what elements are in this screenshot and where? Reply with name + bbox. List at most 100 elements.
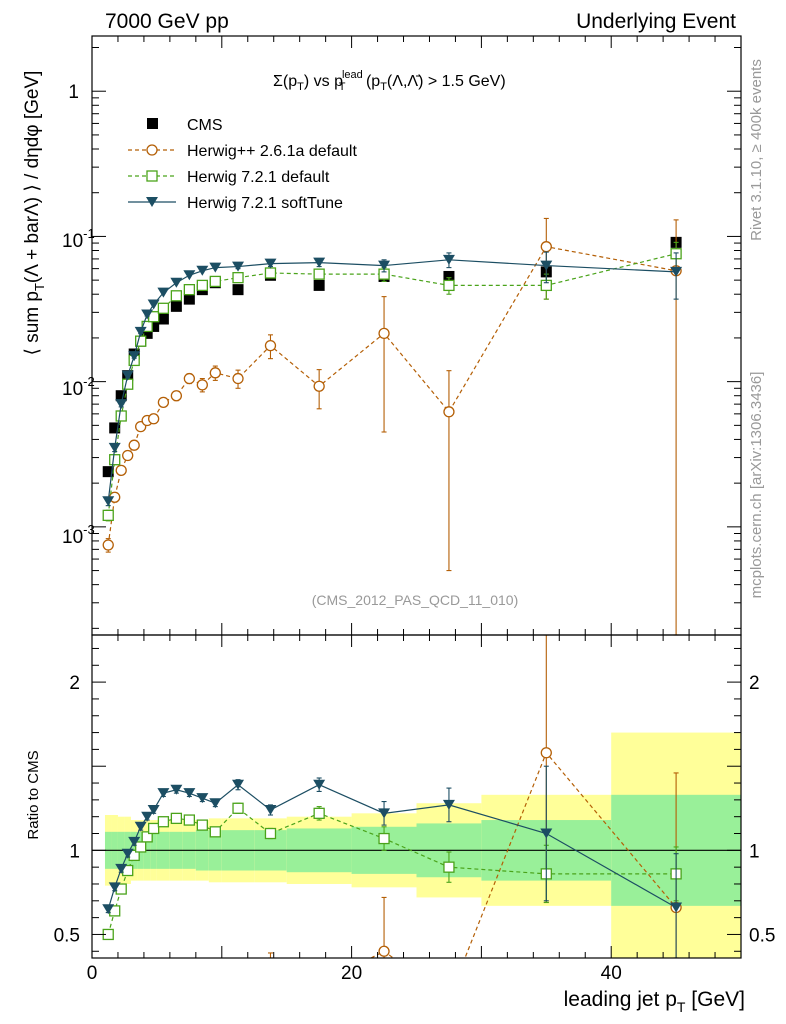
ratio-point-herwigpp-18 [540,747,552,759]
legend-marker-herwigpp [146,144,158,156]
point-herwigpp-9 [170,390,183,402]
point-herwigpp-0 [102,539,114,551]
xtick-label-0: 0 [87,963,98,984]
ratio-line-herwigpp [369,751,677,958]
ratio-plot [102,635,683,958]
point-herwigpp-14 [264,339,277,352]
point-herwigpp-3 [122,449,134,462]
point-herwig721-17 [443,279,455,292]
ratio-series-softtune [102,765,683,958]
ratio-ytick-label-left-1: 1 [69,841,80,862]
ratio-uncertainty-bands [92,732,741,958]
cms-point-10 [183,293,195,305]
point-softtune-6 [141,309,154,320]
ratio-point-herwig721-13 [232,802,244,814]
point-softtune-14 [264,258,277,269]
ratio-point-herwig721-7 [148,822,160,835]
point-softtune-9 [170,277,183,288]
ratio-point-softtune-16 [378,808,391,819]
analysis-id-label: (CMS_2012_PAS_QCD_11_010) [312,592,519,608]
ratio-ytick-label-right-0.5: 0.5 [749,925,775,946]
ratio-point-softtune-19 [670,902,683,913]
ytick-label-1e-2: 10-2 [62,374,95,400]
ratio-point-softtune-12 [209,798,222,809]
xtick-label-40: 40 [601,963,622,984]
legend-label-softtune: Herwig 7.2.1 softTune [187,195,343,212]
ratio-point-softtune-0 [102,904,115,915]
point-softtune-4 [128,351,141,362]
point-herwigpp-17 [443,406,455,418]
legend-label-cms: CMS [187,117,223,134]
point-herwigpp-10 [183,372,196,385]
point-softtune-1 [108,442,121,453]
point-herwigpp-11 [196,379,208,391]
ratio-point-softtune-3 [121,848,134,859]
ratio-point-softtune-15 [313,779,326,790]
cms-point-9 [170,300,182,312]
point-herwig721-15 [313,268,325,280]
mcplots-reference-label: mcplots.cern.ch [arXiv:1306.3436] [748,372,765,599]
series-herwigpp [102,217,682,636]
rivet-version-label: Rivet 3.1.10, ≥ 400k events [748,59,765,241]
point-herwig721-9 [170,290,183,302]
legend-label-herwig721: Herwig 7.2.1 default [187,169,330,186]
legend-marker-herwig721 [146,170,158,182]
legend-marker-cms [147,118,158,129]
process-label: Underlying Event [576,10,736,33]
point-herwig721-3 [122,378,134,390]
xtick-label-20: 20 [341,963,362,984]
point-herwigpp-4 [128,439,140,451]
ratio-point-herwig721-15 [313,807,325,819]
cms-point-2 [115,390,127,402]
ratio-point-herwig721-14 [264,827,277,840]
ratio-line-herwig721 [107,807,677,935]
ratio-ytick-label-right-2: 2 [749,673,760,694]
ratio-point-softtune-1 [108,882,121,893]
ratio-point-herwig721-11 [196,819,208,831]
ratio-point-softtune-2 [115,863,128,874]
point-softtune-17 [442,254,455,265]
main-y-axis-label: ⟨ sum pT(Λ + barΛ) ⟩ / dηdφ [GeV] [22,71,47,356]
axes: 0 20 40 0.5 0.5 1 1 2 2 [54,35,775,984]
energy-label: 7000 GeV pp [105,10,229,33]
ratio-point-herwig721-12 [209,826,221,838]
point-herwig721-13 [232,272,244,284]
ratio-point-softtune-11 [196,793,209,804]
ratio-point-herwig721-8 [157,816,170,828]
main-y-tick-labels: 10-3 10-2 10-1 1 [62,82,95,548]
point-softtune-0 [102,496,115,507]
cms-point-17 [443,270,455,282]
point-herwig721-1 [109,454,121,466]
ratio-point-softtune-4 [128,836,141,847]
point-herwig721-11 [196,279,208,292]
cms-point-15 [313,279,325,291]
point-softtune-7 [147,299,160,310]
point-herwigpp-2 [115,464,127,476]
ytick-label-1e-3: 10-3 [62,522,95,548]
ratio-point-softtune-6 [141,811,154,822]
point-softtune-12 [209,262,222,273]
ratio-y-axis-label: Ratio to CMS [25,750,42,839]
ratio-point-softtune-7 [147,804,160,815]
point-softtune-16 [378,260,391,271]
point-herwigpp-16 [378,327,390,340]
point-softtune-8 [157,287,170,298]
series-softtune [102,251,683,507]
ratio-point-softtune-9 [170,784,183,795]
point-herwig721-8 [157,302,170,314]
point-softtune-2 [115,399,128,410]
point-softtune-18 [540,260,553,271]
cms-point-1 [109,422,121,434]
cms-point-8 [157,313,169,325]
point-herwig721-0 [102,509,114,522]
point-herwig721-14 [264,267,277,279]
legend-label-herwigpp: Herwig++ 2.6.1a default [187,143,357,160]
point-herwigpp-8 [157,396,170,409]
ratio-point-softtune-5 [134,821,147,832]
point-herwigpp-18 [540,241,552,253]
point-softtune-3 [121,370,134,381]
point-herwig721-10 [183,284,196,296]
point-softtune-10 [183,270,196,281]
ratio-ytick-label-left-2: 2 [69,673,80,694]
